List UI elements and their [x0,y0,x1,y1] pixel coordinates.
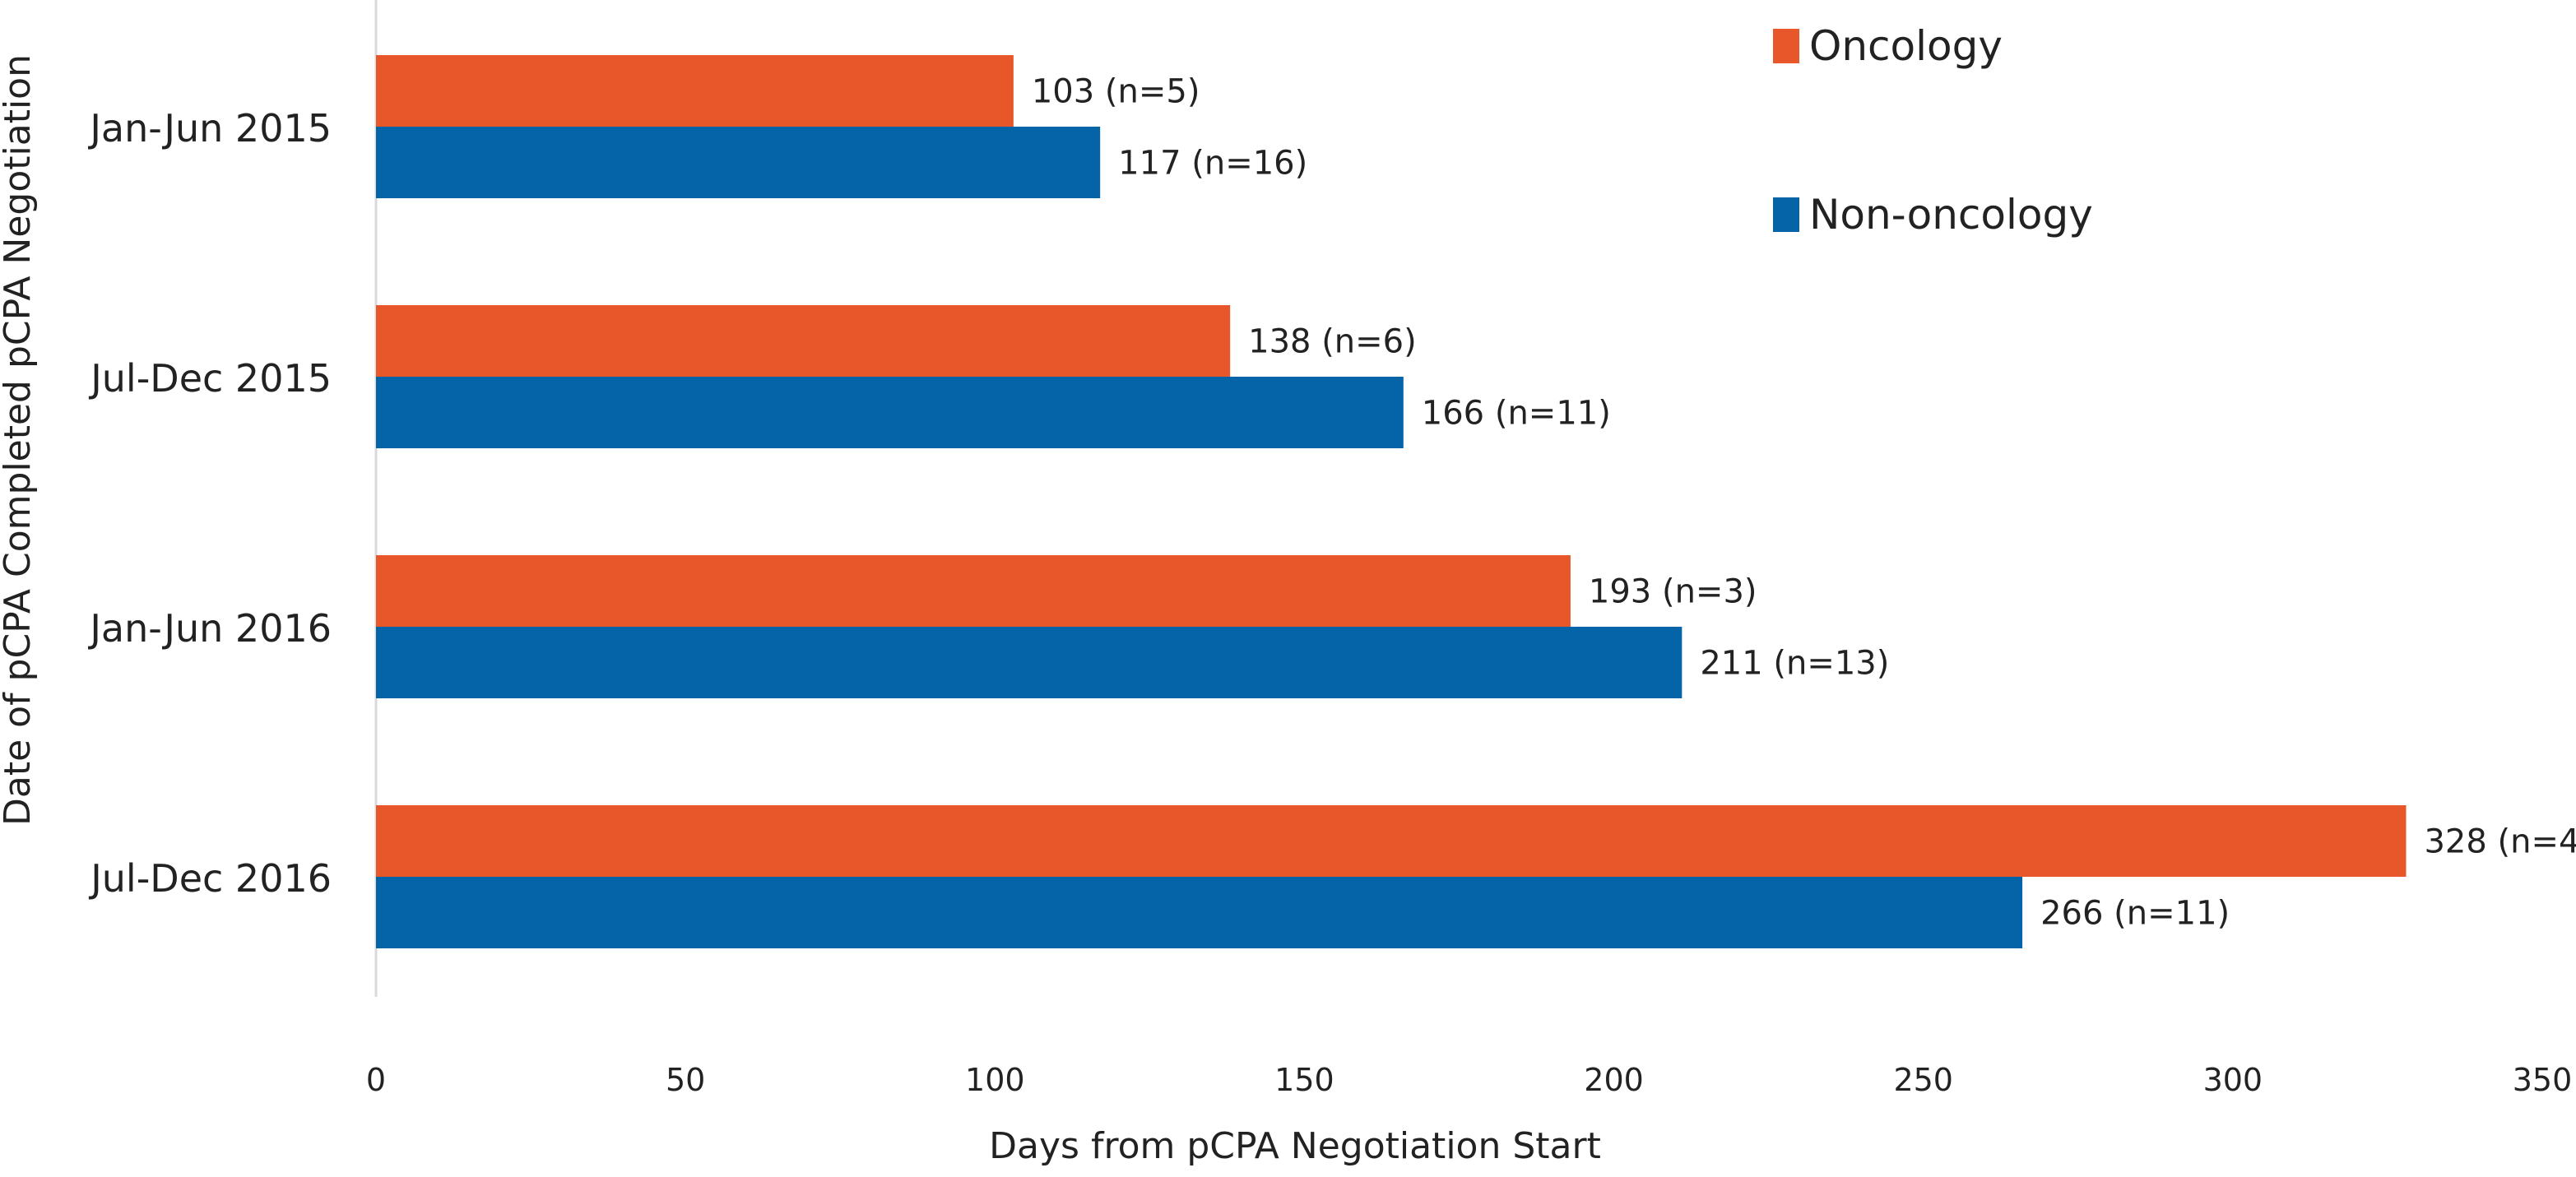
data-label: 103 (n=5) [1032,73,1200,111]
data-label: 166 (n=11) [1422,395,1611,433]
data-label: 266 (n=11) [2040,895,2230,933]
x-tick-label: 350 [2513,1062,2573,1098]
category-label: Jan-Jun 2015 [87,106,332,151]
plot-area: 0 50 100 150 200 250 300 350 103 (n=5) 117 (n=16)… [87,0,2576,1098]
bar-oncology [376,305,1231,377]
x-tick-label: 200 [1584,1062,1644,1098]
bar-non-oncology [376,127,1101,198]
x-tick-label: 250 [1893,1062,1953,1098]
data-label: 138 (n=6) [1248,323,1417,361]
category-label: Jul-Dec 2016 [88,856,332,901]
data-label: 117 (n=16) [1118,145,1307,183]
data-label: 211 (n=13) [1700,645,1889,683]
legend-label: Oncology [1809,22,2003,70]
data-label: 328 (n=4) [2424,823,2576,861]
bar-oncology [376,55,1014,127]
x-tick-label: 100 [965,1062,1025,1098]
bar-non-oncology [376,877,2023,948]
legend-label: Non-oncology [1809,191,2093,239]
x-tick-label: 0 [366,1062,386,1098]
legend-swatch [1773,197,1799,232]
x-tick-label: 300 [2203,1062,2263,1098]
data-label: 193 (n=3) [1589,573,1757,611]
bar-non-oncology [376,377,1404,448]
x-tick-label: 50 [666,1062,705,1098]
x-axis-title: Days from pCPA Negotiation Start [989,1125,1601,1167]
bar-oncology [376,805,2407,877]
category-label: Jul-Dec 2015 [88,356,332,401]
legend-swatch [1773,29,1799,63]
y-axis-title: Date of pCPA Completed pCPA Negotiation [0,54,39,826]
category-label: Jan-Jun 2016 [87,606,332,651]
x-tick-label: 150 [1274,1062,1334,1098]
bar-non-oncology [376,627,1683,698]
bar-oncology [376,555,1571,627]
